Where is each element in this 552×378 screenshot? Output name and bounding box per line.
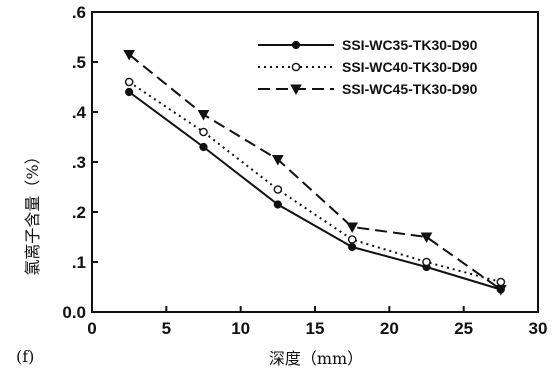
- series-group: [123, 50, 507, 296]
- data-point: [347, 235, 357, 244]
- data-point: [346, 222, 359, 234]
- legend-marker: [291, 40, 301, 50]
- legend-entry: SSI-WC40-TK30-D90: [258, 59, 478, 75]
- x-tick-label: 15: [306, 319, 325, 338]
- series-1: [125, 87, 505, 294]
- x-axis-title: 深度（mm）: [269, 349, 363, 368]
- legend-label: SSI-WC35-TK30-D90: [342, 37, 478, 53]
- data-point: [271, 155, 284, 166]
- y-tick-label: .1: [72, 253, 86, 272]
- data-point: [125, 87, 134, 97]
- legend-marker: [290, 84, 302, 96]
- x-tick-label: 25: [454, 319, 473, 338]
- series-line: [128, 53, 502, 291]
- data-point: [494, 285, 507, 296]
- data-point: [199, 142, 208, 152]
- data-point: [199, 127, 208, 137]
- y-tick-label: .4: [72, 103, 87, 122]
- data-point: [123, 50, 136, 61]
- legend-entry: SSI-WC35-TK30-D90: [258, 37, 478, 53]
- x-tick-label: 30: [529, 319, 548, 338]
- legend-label: SSI-WC40-TK30-D90: [342, 59, 478, 75]
- legend: SSI-WC35-TK30-D90 SSI-WC40-TK30-D90 SSI-WC…: [258, 37, 478, 97]
- data-point: [420, 232, 433, 244]
- plot-frame: [91, 11, 539, 313]
- y-axis-title: 氯离子含量（%）: [23, 148, 42, 275]
- data-point: [348, 242, 357, 252]
- y-tick-label: .3: [72, 153, 86, 172]
- data-point: [197, 110, 210, 121]
- data-point: [124, 77, 134, 87]
- y-tick-label: .6: [72, 3, 86, 22]
- legend-label: SSI-WC45-TK30-D90: [342, 81, 478, 97]
- y-tick-label: .2: [72, 203, 86, 222]
- data-point: [273, 200, 282, 209]
- series-3: [123, 50, 507, 296]
- data-point: [273, 185, 283, 194]
- x-tick-label: 10: [231, 319, 250, 338]
- data-point: [422, 257, 431, 267]
- data-point: [496, 277, 506, 287]
- x-tick-label: 5: [162, 319, 171, 338]
- series-2: [124, 77, 506, 287]
- x-tick-label: 20: [380, 319, 399, 338]
- legend-entry: SSI-WC45-TK30-D90: [258, 81, 478, 97]
- legend-marker: [291, 62, 301, 72]
- x-tick-label: 0: [87, 319, 96, 338]
- axes: 0 5 10 15 20 25 30 0.0 .1 .2 .3 .4 .5 .6: [62, 3, 547, 338]
- panel-label: (f): [16, 347, 34, 366]
- y-tick-label: 0.0: [62, 303, 86, 322]
- y-tick-label: .5: [72, 53, 86, 72]
- series-line: [128, 81, 502, 283]
- series-line: [128, 91, 502, 291]
